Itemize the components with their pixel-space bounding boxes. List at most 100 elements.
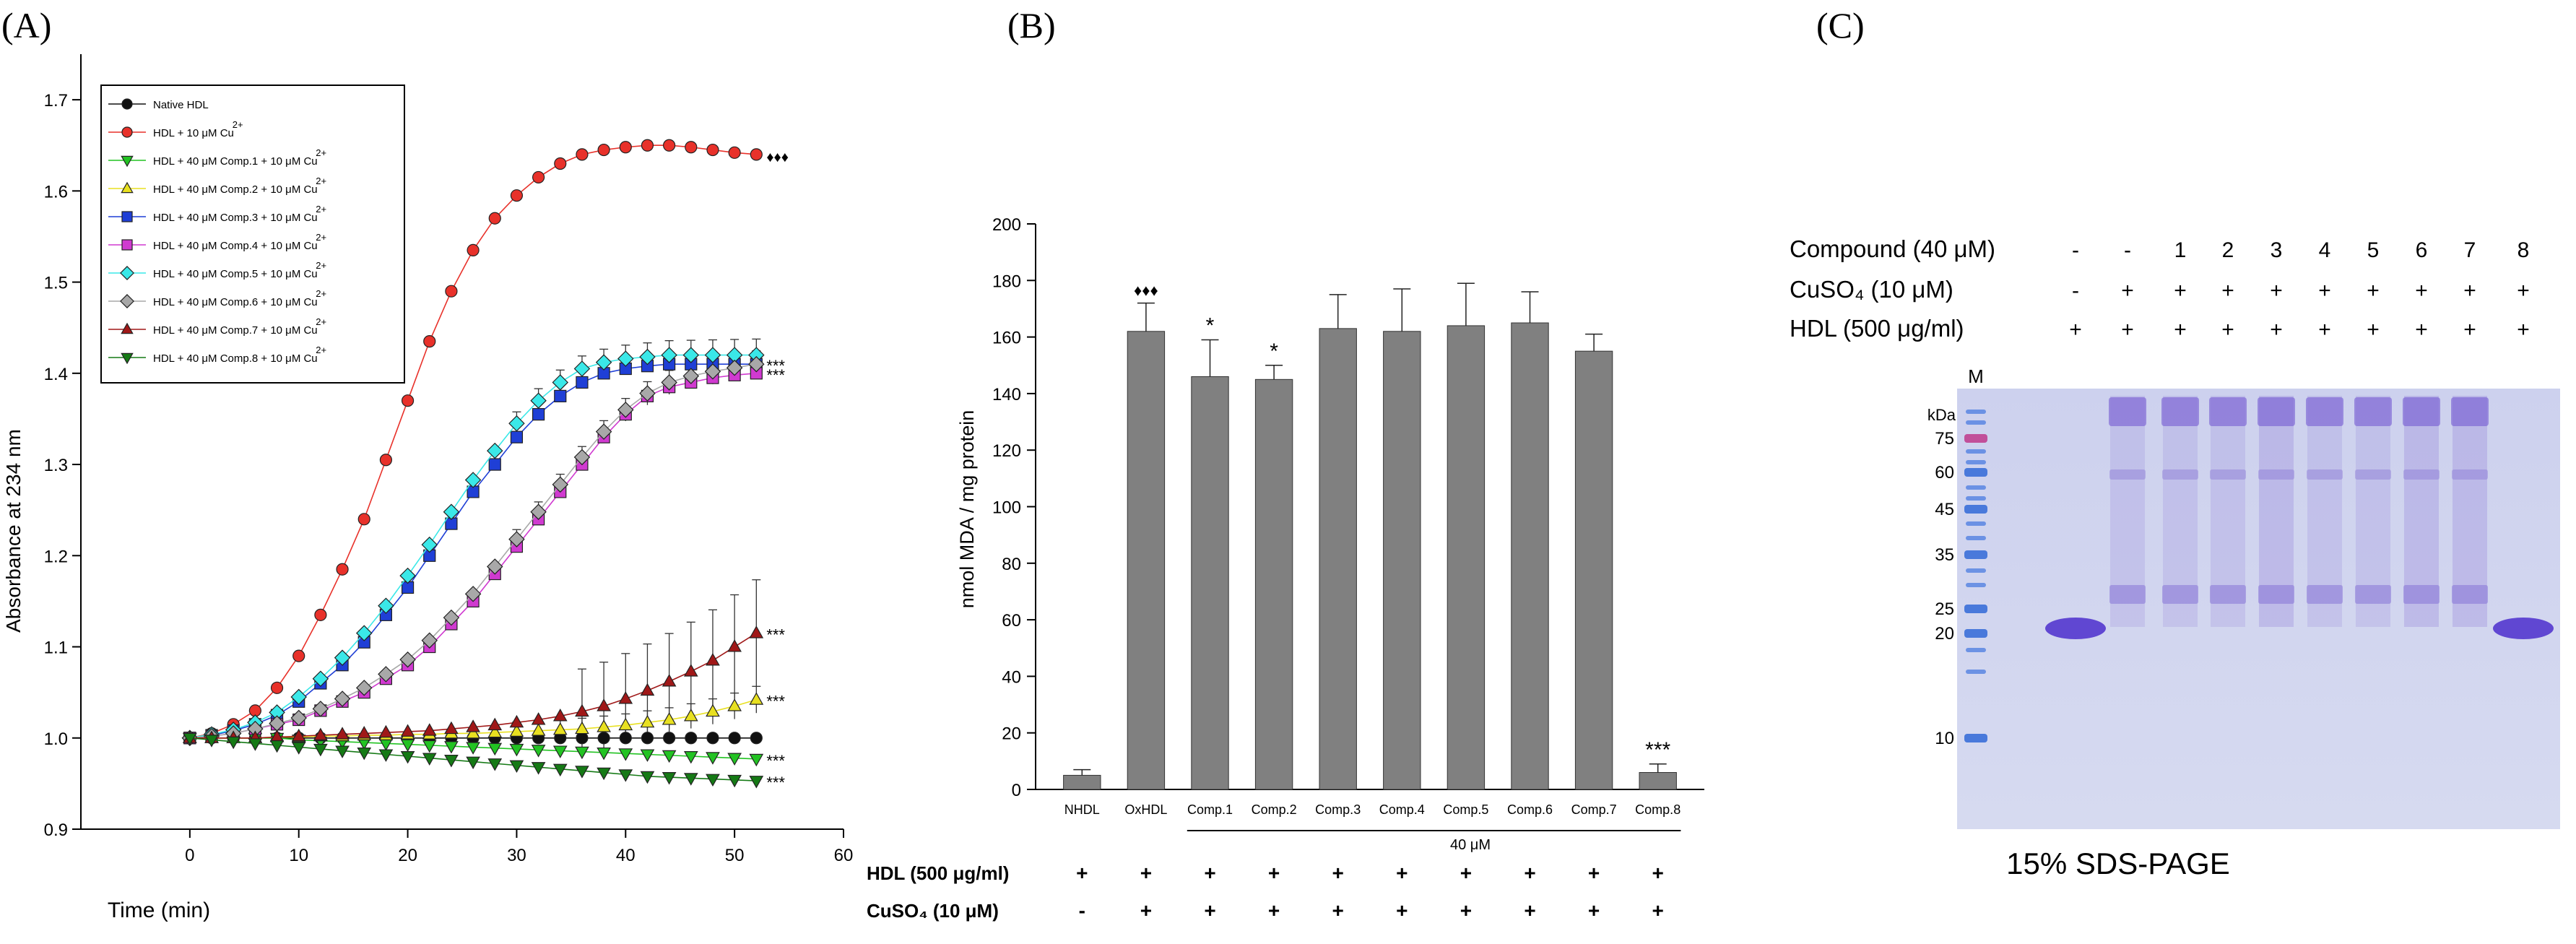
chart-a-data-point bbox=[554, 389, 567, 402]
chart-a-data-point bbox=[467, 243, 480, 257]
chart-a-data-point bbox=[749, 776, 764, 789]
chart-a-data-point bbox=[750, 148, 763, 161]
gel-lane-mark: 5 bbox=[2367, 238, 2380, 262]
chart-b-bar bbox=[1319, 328, 1357, 790]
chart-b-y-tick-label: 80 bbox=[1002, 555, 1021, 574]
chart-a-data-point bbox=[685, 141, 698, 154]
chart-a-data-point bbox=[552, 709, 568, 722]
chart-a-data-point bbox=[641, 732, 654, 745]
chart-a-data-point bbox=[313, 727, 328, 740]
chart-a-data-point bbox=[357, 513, 370, 526]
gel-marker-label: 35 bbox=[1935, 545, 1954, 565]
gel-marker-lane-label: M bbox=[1968, 365, 1984, 387]
chart-b-treatment-mark: + bbox=[1268, 862, 1280, 884]
gel-top-band bbox=[2258, 397, 2295, 426]
chart-a-y-tick-label: 1.2 bbox=[44, 547, 68, 566]
chart-a-data-point bbox=[704, 347, 721, 363]
chart-a-y-tick-label: 1.0 bbox=[44, 729, 68, 749]
chart-b-bar bbox=[1127, 331, 1166, 790]
chart-a-data-point bbox=[552, 763, 568, 777]
chart-a-y-tick-label: 1.6 bbox=[44, 182, 68, 202]
chart-b-bar bbox=[1063, 774, 1101, 790]
chart-a-data-point bbox=[728, 732, 741, 745]
chart-a-data-point bbox=[749, 625, 764, 638]
chart-a-data-point bbox=[487, 717, 503, 731]
chart-b-bar bbox=[1191, 376, 1229, 790]
chart-a-data-point bbox=[662, 712, 677, 725]
chart-a-data-point bbox=[531, 762, 546, 775]
chart-a-data-point bbox=[750, 732, 763, 745]
gel-mid-band bbox=[2355, 469, 2391, 480]
chart-a-data-point bbox=[727, 698, 742, 711]
chart-a-data-point bbox=[466, 742, 480, 755]
chart-b-bar bbox=[1254, 378, 1293, 790]
chart-b-significance-label: * bbox=[1206, 314, 1215, 338]
gel-caption: 15% SDS-PAGE bbox=[2006, 846, 2230, 880]
chart-a-data-point bbox=[552, 374, 569, 391]
gel-marker-band bbox=[1964, 550, 1987, 559]
chart-a-data-point bbox=[421, 632, 438, 649]
chart-b-treatment-mark: + bbox=[1396, 899, 1408, 922]
chart-a-legend-entry: HDL + 40 μM Comp.4 + 10 μM Cu bbox=[153, 240, 318, 252]
chart-a-data-point bbox=[640, 683, 655, 696]
gel-lane-mark: 3 bbox=[2271, 238, 2283, 262]
chart-a-legend-superscript: 2+ bbox=[233, 119, 243, 130]
chart-b-treatment-mark: + bbox=[1076, 862, 1088, 884]
gel-lane-mark: 6 bbox=[2416, 238, 2428, 262]
chart-a-legend-marker bbox=[121, 126, 133, 138]
chart-a-significance-label: *** bbox=[766, 752, 785, 770]
chart-a-data-point bbox=[291, 728, 306, 742]
sds-page-gel: Compound (40 μM) CuSO₄ (10 μM) HDL (500 … bbox=[1790, 235, 2560, 880]
gel-top-band bbox=[2209, 397, 2247, 426]
chart-a-data-point bbox=[618, 748, 633, 761]
gel-marker-label: 25 bbox=[1935, 599, 1954, 619]
panel-label-a: (A) bbox=[1, 5, 51, 46]
chart-a-data-point bbox=[682, 368, 700, 384]
chart-a-data-point bbox=[661, 347, 677, 363]
gel-smear bbox=[2356, 396, 2390, 627]
chart-a-data-point bbox=[445, 285, 458, 298]
gel-lane-mark: + bbox=[2121, 279, 2134, 303]
chart-a-data-point bbox=[355, 625, 373, 641]
chart-a-data-point bbox=[488, 458, 501, 471]
chart-a-data-point bbox=[335, 727, 350, 740]
chart-a-data-point bbox=[464, 586, 482, 602]
chart-a-legend-superscript: 2+ bbox=[316, 345, 326, 355]
gel-row-hdl: HDL (500 μg/ml) bbox=[1790, 315, 1964, 342]
chart-a-legend-marker bbox=[121, 322, 134, 334]
chart-a-data-point bbox=[400, 739, 415, 753]
gel-smear bbox=[2163, 396, 2198, 627]
gel-lane-mark: + bbox=[2517, 279, 2530, 303]
chart-a-data-point bbox=[444, 721, 459, 735]
gel-lane-mark: + bbox=[2121, 318, 2134, 342]
chart-a-xlabel: Time (min) bbox=[108, 898, 210, 922]
chart-a-data-point bbox=[573, 360, 591, 377]
panel-label-c: (C) bbox=[1816, 5, 1865, 46]
chart-a-data-point bbox=[378, 738, 394, 751]
chart-a-legend-entry: Native HDL bbox=[153, 99, 209, 111]
chart-a-data-point bbox=[552, 722, 568, 735]
gel-top-band bbox=[2354, 397, 2392, 426]
chart-b-treatment-mark: + bbox=[1332, 899, 1344, 922]
chart-a-data-point bbox=[552, 476, 569, 493]
chart-a-x-tick-label: 40 bbox=[616, 846, 636, 865]
chart-a-data-point bbox=[531, 745, 546, 758]
gel-lane-mark: + bbox=[2463, 279, 2476, 303]
chart-a-data-point bbox=[619, 732, 632, 745]
gel-lower-band bbox=[2210, 585, 2246, 604]
gel-intact-band bbox=[2493, 618, 2554, 639]
chart-a-data-point bbox=[727, 639, 742, 652]
gel-lane-mark: + bbox=[2221, 279, 2234, 303]
gel-background bbox=[1957, 389, 2560, 829]
chart-a-x-tick-label: 10 bbox=[289, 846, 308, 865]
chart-a-x-tick-label: 50 bbox=[725, 846, 745, 865]
gel-top-band bbox=[2451, 397, 2489, 426]
gel-lower-band bbox=[2162, 585, 2198, 604]
chart-a-data-point bbox=[399, 567, 416, 584]
chart-a-data-point bbox=[422, 740, 437, 753]
chart-a-data-point bbox=[510, 430, 524, 443]
chart-a-data-point bbox=[641, 139, 654, 152]
chart-b-treatment-mark: + bbox=[1588, 899, 1600, 922]
chart-a-data-point bbox=[706, 732, 719, 745]
gel-lane-mark: + bbox=[2415, 318, 2428, 342]
